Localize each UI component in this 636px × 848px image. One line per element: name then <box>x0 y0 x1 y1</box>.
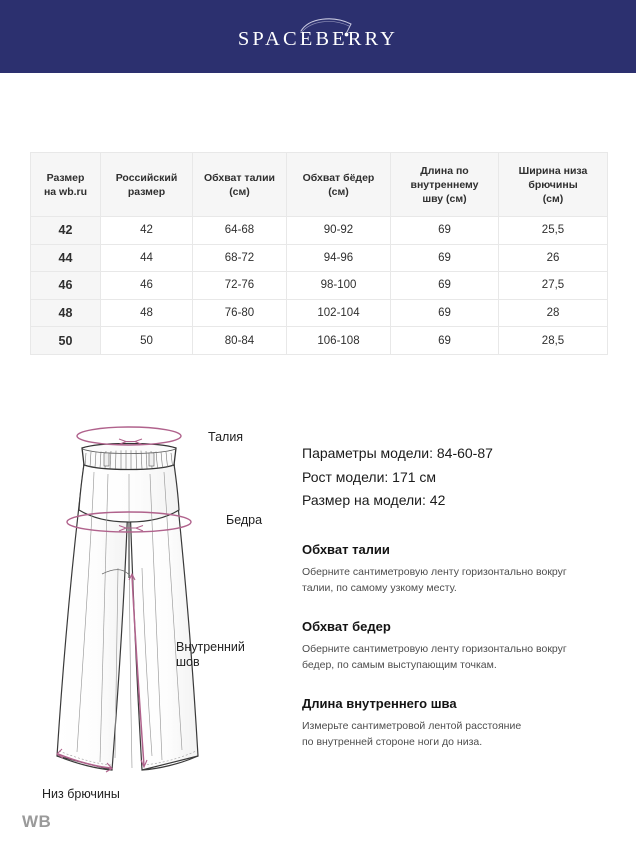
measure-body-inseam: Измерьте сантиметровой лентой расстояние… <box>302 718 612 751</box>
col-h-5: Ширина низа брючины (см) <box>518 164 588 205</box>
brand-name: SPACEBERRY <box>237 27 399 50</box>
table-cell: 48 <box>100 298 193 328</box>
inseam-measure-line <box>131 574 145 767</box>
measure-section-hips: Обхват бедер Оберните сантиметровую лент… <box>302 619 612 674</box>
table-cell: 80-84 <box>192 326 287 355</box>
table-cell: 98-100 <box>286 271 391 300</box>
measure-body-hips-l2: бедер, по самым выступающим точкам. <box>302 659 497 671</box>
measure-body-hips: Оберните сантиметровую ленту горизонталь… <box>302 641 612 674</box>
diagram-label-waist: Талия <box>208 430 244 444</box>
col-h-1: Российский размер <box>115 171 178 198</box>
diagram-label-hem: Низ брючины <box>42 787 120 801</box>
measure-body-hips-l1: Оберните сантиметровую ленту горизонталь… <box>302 642 567 655</box>
model-size: Размер на модели: 42 <box>302 492 446 508</box>
diagram-label-hips: Бедра <box>226 513 263 527</box>
table-body: 42 42 64-68 90-92 69 25,5 44 44 68-72 94-96 69 26 46… <box>30 216 608 355</box>
brand-logo: SPACEBERRY <box>203 15 433 59</box>
column-header-waist: Обхват талии (см) <box>192 152 287 217</box>
diagram-label-inseam-line2: шов <box>176 655 200 669</box>
col-h-0: Размер на wb.ru <box>43 171 88 198</box>
diagram-label-inseam: Внутренний шов <box>176 640 272 670</box>
measure-section-inseam: Длина внутреннего шва Измерьте сантиметр… <box>302 696 612 751</box>
table-cell: 72-76 <box>192 271 287 300</box>
table-cell: 76-80 <box>192 298 287 328</box>
size-table: Размер на wb.ru Российский размер Обхват т… <box>30 152 608 355</box>
col-h-4: Длина по внутреннему шву (см) <box>410 164 479 205</box>
table-header-row: Размер на wb.ru Российский размер Обхват т… <box>30 152 608 217</box>
table-cell: 69 <box>390 271 499 300</box>
diagram-label-inseam-line1: Внутренний <box>176 640 245 654</box>
wb-watermark: WB <box>22 812 52 831</box>
trousers-body <box>56 442 199 771</box>
waistband-gathers <box>84 450 173 469</box>
column-header-hips: Обхват бёдер (см) <box>286 152 391 217</box>
table-cell: 26 <box>498 243 608 273</box>
measure-body-inseam-l1: Измерьте сантиметровой лентой расстояние <box>302 719 522 732</box>
measure-section-waist: Обхват талии Оберните сантиметровую лент… <box>302 542 612 597</box>
pants-diagram: Талия Бедра Внутренний шов Низ брючины <box>22 418 302 810</box>
measure-title-waist: Обхват талии <box>302 541 390 557</box>
table-cell: 28,5 <box>498 326 608 355</box>
comet-arc-icon <box>299 15 369 37</box>
measurement-lines <box>56 426 192 773</box>
table-cell: 102-104 <box>286 298 391 328</box>
table-cell: 64-68 <box>192 216 287 245</box>
hips-measure-ellipse <box>66 511 192 533</box>
col-h-3: Обхват бёдер (см) <box>302 171 375 198</box>
table-cell: 50 <box>30 326 101 355</box>
table-cell: 50 <box>100 326 193 355</box>
measure-title-inseam: Длина внутреннего шва <box>302 695 457 711</box>
column-header-ru-size: Российский размер <box>100 152 193 217</box>
table-cell: 69 <box>390 216 499 245</box>
model-height: Рост модели: 171 см <box>302 468 437 485</box>
table-cell: 44 <box>100 243 193 273</box>
table-row: 42 42 64-68 90-92 69 25,5 <box>30 216 608 245</box>
measure-body-inseam-l2: по внутренней стороне ноги до низа. <box>302 736 483 748</box>
measure-body-waist: Оберните сантиметровую ленту горизонталь… <box>302 564 612 597</box>
measure-title-hips: Обхват бедер <box>302 618 391 634</box>
table-cell: 68-72 <box>192 243 287 273</box>
table-cell: 42 <box>100 216 193 245</box>
table-cell: 90-92 <box>286 216 391 245</box>
table-cell: 42 <box>30 216 101 245</box>
measure-body-waist-l2: талии, по самому узкому месту. <box>302 582 457 594</box>
table-row: 50 50 80-84 106-108 69 28,5 <box>30 326 608 355</box>
table-cell: 94-96 <box>286 243 391 273</box>
table-row: 48 48 76-80 102-104 69 28 <box>30 298 608 328</box>
table-cell: 46 <box>100 271 193 300</box>
table-cell: 28 <box>498 298 608 328</box>
waist-measure-ellipse <box>76 426 182 446</box>
table-cell: 69 <box>390 243 499 273</box>
column-header-hem-width: Ширина низа брючины (см) <box>498 152 608 217</box>
table-cell: 106-108 <box>286 326 391 355</box>
table-cell: 69 <box>390 326 499 355</box>
brand-header: SPACEBERRY <box>0 0 636 73</box>
size-table-container: Размер на wb.ru Российский размер Обхват т… <box>30 152 608 355</box>
table-cell: 69 <box>390 298 499 328</box>
pants-illustration <box>56 426 199 773</box>
column-header-wb-size: Размер на wb.ru <box>30 152 101 217</box>
model-parameters: Параметры модели: 84-60-87 <box>302 445 493 461</box>
measure-body-waist-l1: Оберните сантиметровую ленту горизонталь… <box>302 565 567 578</box>
table-cell: 44 <box>30 243 101 273</box>
table-cell: 27,5 <box>498 271 608 300</box>
info-panel: Параметры модели: 84-60-87 Рост модели: … <box>302 442 612 751</box>
col-h-2: Обхват талии (см) <box>203 171 275 198</box>
table-row: 44 44 68-72 94-96 69 26 <box>30 243 608 273</box>
table-cell: 46 <box>30 271 101 300</box>
table-cell: 25,5 <box>498 216 608 245</box>
column-header-inseam: Длина по внутреннему шву (см) <box>390 152 499 217</box>
table-cell: 48 <box>30 298 101 328</box>
table-row: 46 46 72-76 98-100 69 27,5 <box>30 271 608 300</box>
hem-measure-line <box>57 753 112 769</box>
